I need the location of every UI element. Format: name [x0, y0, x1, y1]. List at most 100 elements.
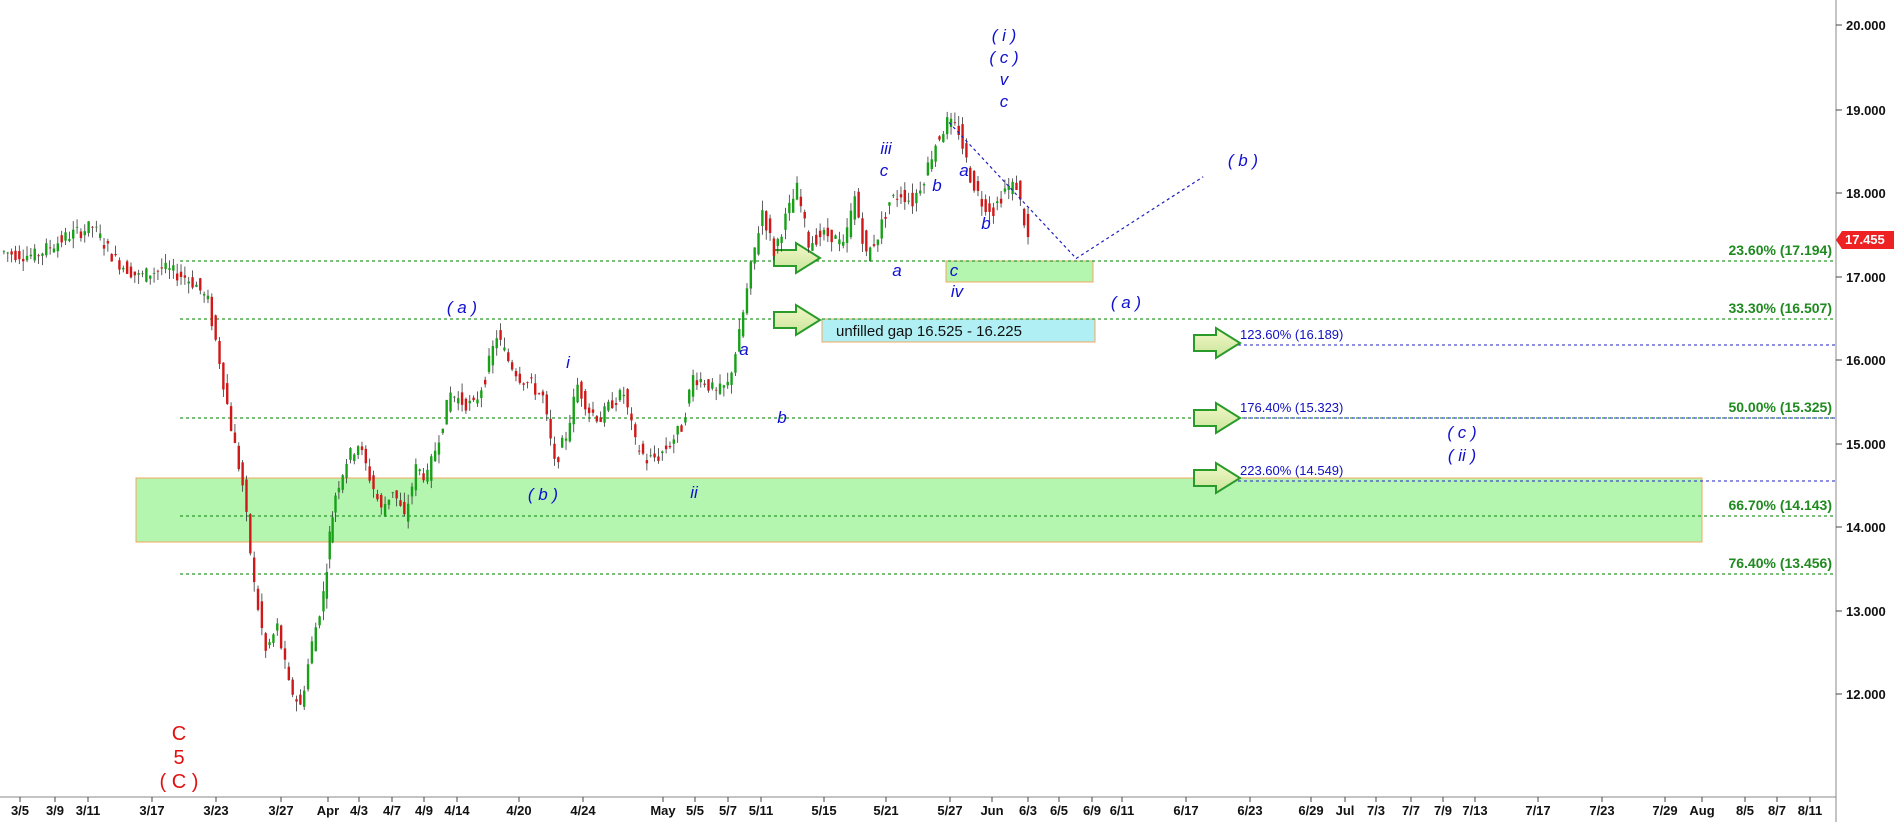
candle [603, 402, 606, 427]
candle [403, 492, 406, 517]
x-tick: 6/9 [1083, 797, 1101, 818]
candle [618, 388, 622, 403]
candle [210, 293, 214, 331]
candle [595, 414, 599, 424]
candle [283, 640, 287, 669]
candle [738, 319, 741, 352]
candle [907, 192, 910, 205]
x-tick: 7/17 [1525, 797, 1551, 818]
candle [953, 112, 957, 126]
candle [414, 458, 418, 497]
svg-text:3/9: 3/9 [46, 803, 64, 818]
x-tick: 7/29 [1652, 797, 1678, 818]
candle [37, 253, 40, 264]
candle [853, 190, 856, 226]
candle [815, 228, 818, 247]
wave-label-iii: iii [880, 139, 893, 158]
svg-text:5/15: 5/15 [811, 803, 836, 818]
candle [1003, 179, 1007, 195]
candle [75, 219, 79, 234]
candle [938, 135, 941, 142]
candle [560, 435, 564, 449]
candle [707, 378, 710, 393]
candle [699, 372, 702, 388]
candle [156, 269, 160, 281]
candle [926, 156, 930, 176]
candle [341, 474, 344, 494]
candle [387, 499, 391, 510]
candle [741, 309, 745, 338]
svg-text:17.455: 17.455 [1845, 232, 1885, 247]
candle [749, 260, 753, 295]
candle [183, 266, 187, 285]
candle [791, 188, 795, 213]
arrow-icon [773, 303, 822, 337]
candle [788, 194, 791, 221]
candle [726, 372, 729, 389]
candle [334, 492, 337, 523]
candle [218, 336, 221, 370]
x-tick: 6/5 [1050, 797, 1068, 818]
x-tick: 7/23 [1589, 797, 1615, 818]
candle [48, 239, 52, 255]
wave-label-i-paren: ( i ) [992, 26, 1017, 45]
candle [45, 238, 48, 258]
candle [945, 111, 949, 140]
svg-text:19.000: 19.000 [1846, 103, 1886, 118]
wave-label-b-3: b [981, 214, 990, 233]
candle [245, 475, 248, 522]
candle [745, 283, 749, 316]
candle [95, 220, 98, 233]
candle [868, 246, 872, 262]
candle [553, 436, 556, 466]
candle [980, 191, 984, 216]
candle [29, 248, 33, 260]
price-candles [2, 111, 1030, 712]
candle [895, 189, 899, 207]
x-tick: 4/9 [415, 797, 433, 818]
x-tick: Jun [980, 797, 1004, 818]
candle [922, 182, 926, 194]
x-tick: 7/3 [1367, 797, 1385, 818]
y-tick: 20.000 [1836, 18, 1886, 33]
candle [149, 275, 152, 285]
candle [772, 236, 776, 261]
candle [360, 441, 364, 456]
wave-label-proj-a: ( a ) [1111, 293, 1141, 312]
y-tick: 16.000 [1836, 353, 1886, 368]
candle [522, 382, 525, 391]
candle [884, 212, 887, 228]
major-wave-labels: C 5 ( C ) [160, 723, 199, 793]
candle [541, 389, 545, 404]
candle [68, 231, 71, 243]
wave-label-a-paren: ( a ) [447, 298, 477, 317]
candle [260, 593, 264, 636]
candle [537, 392, 541, 396]
candle [441, 428, 445, 435]
candle [418, 468, 421, 476]
wave-label-b-paren: ( b ) [528, 485, 558, 504]
wave-label-red-5: 5 [173, 747, 184, 769]
svg-text:12.000: 12.000 [1846, 687, 1886, 702]
x-tick: 6/3 [1019, 797, 1037, 818]
candle [972, 169, 976, 193]
x-tick: 5/15 [811, 797, 837, 818]
candle [372, 470, 375, 498]
candle [87, 221, 90, 237]
candle [872, 234, 876, 248]
x-tick: 8/5 [1736, 797, 1754, 818]
candle [480, 387, 483, 408]
candle [557, 456, 560, 469]
candle [295, 695, 298, 712]
svg-text:16.000: 16.000 [1846, 353, 1886, 368]
candle [476, 391, 479, 407]
x-tick: 4/14 [444, 797, 470, 818]
candle [784, 207, 787, 240]
candle [711, 378, 714, 391]
arrow-icon [1193, 461, 1242, 495]
candle [845, 218, 849, 253]
candle [807, 230, 810, 253]
candle [688, 388, 691, 407]
candle [472, 395, 475, 402]
x-tick: 4/3 [350, 797, 368, 818]
